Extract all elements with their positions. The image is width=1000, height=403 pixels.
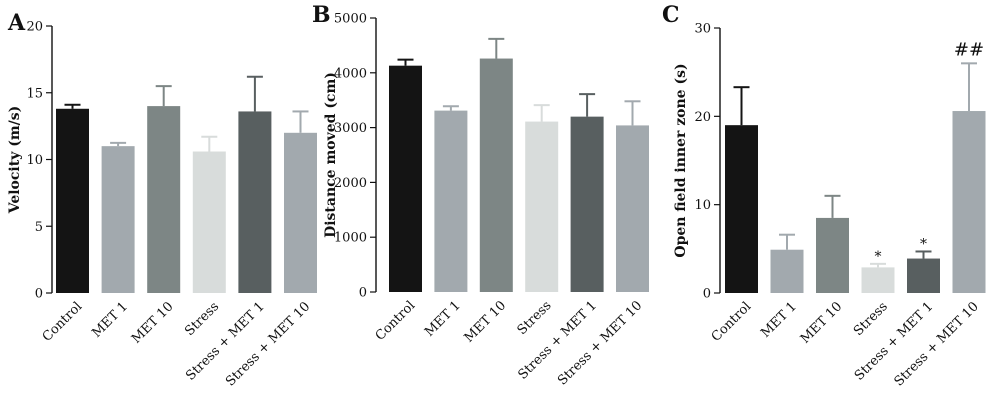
panel-b-y-tick-label: 5000 (334, 12, 367, 27)
panel-c-y-tick-label: 30 (694, 22, 711, 37)
panel-c-y-tick-label: 10 (694, 198, 711, 213)
panel-c-y-label: Open field inner zone (s) (673, 63, 689, 257)
panel-a-bar-6 (284, 132, 317, 293)
panel-c-bar-6 (952, 111, 986, 294)
panel-c-category-label-2: MET 1 (758, 299, 800, 341)
panel-b-y-label: Distance moved (cm) (323, 72, 339, 238)
panel-b-y-tick-label: 2000 (334, 176, 367, 191)
panel-a-bar-2 (101, 146, 135, 293)
panel-b-bar-6 (616, 125, 649, 293)
panel-c-annotation-4: * (875, 249, 882, 265)
panel-c-annotation-6: ## (954, 39, 984, 60)
panel-b-category-label-1: Control (373, 298, 419, 344)
panel-c-category-label-4: Stress (851, 299, 891, 339)
panel-c-bar-4 (861, 267, 895, 293)
panel-a-y-tick-label: 10 (26, 153, 43, 168)
panel-a-category-label-3: MET 10 (129, 299, 176, 346)
panel-a-y-tick-label: 20 (26, 20, 43, 35)
panel-b-bar-1 (389, 65, 422, 293)
panel-c-category-label-6: Stress + MET 10 (892, 299, 982, 389)
panel-a-category-label-5: Stress + MET 1 (183, 299, 267, 383)
panel-a-bar-5 (238, 111, 272, 293)
panel-b-y-tick-label: 4000 (334, 66, 367, 81)
panel-b-category-label-3: MET 10 (462, 298, 509, 345)
panel-a-category-label-2: MET 1 (89, 299, 131, 341)
panel-b-y-tick-label: 1000 (334, 231, 367, 246)
panel-b-bar-3 (479, 58, 513, 292)
panel-b-category-label-6: Stress + MET 10 (555, 298, 645, 388)
panel-c-category-label-3: MET 10 (798, 299, 845, 346)
panel-a-letter: A (7, 10, 26, 36)
panel-a-y-tick-label: 0 (35, 287, 43, 302)
panel-c-bar-1 (725, 125, 758, 294)
panel-c-category-label-5: Stress + MET 1 (852, 299, 936, 383)
panel-a-y-tick-label: 15 (26, 86, 43, 101)
panel-a-bar-3 (147, 106, 181, 293)
panel-b-bar-2 (434, 110, 468, 292)
panel-c-y-tick-label: 20 (694, 110, 711, 125)
panel-a-category-label-1: Control (40, 299, 86, 345)
panel-c-annotation-5: * (920, 236, 927, 252)
panel-a-y-label: Velocity (m/s) (7, 106, 23, 215)
panel-c-letter: C (662, 2, 680, 28)
panel-b-bar-5 (570, 116, 604, 292)
panel-b-category-label-4: Stress (515, 298, 555, 338)
panel-c: C 0 10 20 30 Open field inner zone (s) Control… (662, 2, 986, 390)
panel-a-category-label-4: Stress (182, 299, 222, 339)
panel-b-bar-4 (525, 121, 559, 293)
panel-b: B 0 1000 2000 3000 4000 5000 Distance moved (cm… (312, 2, 649, 389)
panel-b-category-label-2: MET 1 (422, 298, 464, 340)
panel-c-category-label-1: Control (709, 299, 755, 345)
panel-b-category-label-5: Stress + MET 1 (515, 298, 599, 382)
panel-a-bar-1 (56, 108, 89, 294)
panel-b-letter: B (312, 2, 331, 28)
panel-c-bar-3 (816, 217, 849, 293)
panel-c-bar-5 (907, 258, 940, 293)
panel-b-y-tick-label: 0 (359, 286, 367, 301)
panel-b-y-tick-label: 3000 (334, 121, 367, 136)
panel-c-y-tick-label: 0 (703, 287, 711, 302)
panel-a-y-tick-label: 5 (35, 220, 43, 235)
panel-a-bar-4 (192, 151, 226, 293)
panel-c-bar-2 (770, 249, 804, 293)
panel-a-category-label-6: Stress + MET 10 (223, 299, 313, 389)
